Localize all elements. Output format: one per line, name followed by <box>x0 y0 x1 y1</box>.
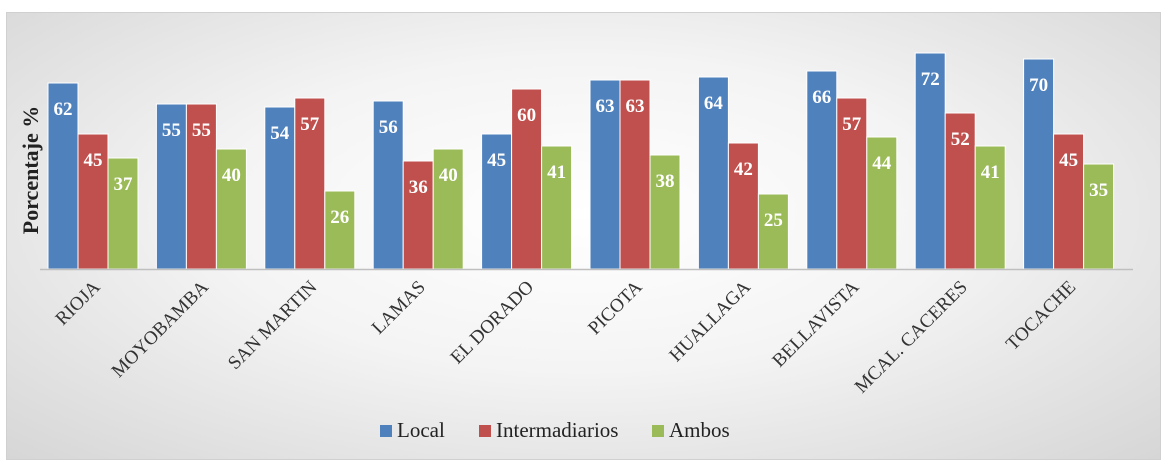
legend: Local Intermadiarios Ambos <box>380 418 730 442</box>
data-label: 41 <box>981 162 1000 183</box>
bar-local-huallaga <box>697 76 729 270</box>
legend-swatch-ambos <box>652 425 664 437</box>
data-label: 45 <box>84 150 103 171</box>
bar-ambos-bellavista <box>866 136 898 270</box>
bar-ambos-tocache <box>1083 163 1115 270</box>
bar-ambos-san-martin <box>324 190 356 270</box>
x-axis-labels: RIOJA MOYOBAMBA SAN MARTIN LAMAS EL DORADO PI… <box>52 276 1081 397</box>
bar-intermadiarios-el-dorado <box>511 88 543 270</box>
bar-local-san-martin <box>264 106 296 270</box>
bars-group: 62 45 37 55 55 40 54 57 26 56 36 40 45 60 41 63 63 38 64 42… <box>47 52 1115 270</box>
data-label: 45 <box>487 150 506 171</box>
data-label: 60 <box>517 105 536 126</box>
x-tick-label: HUALLAGA <box>665 276 755 366</box>
bar-local-picota <box>589 79 621 270</box>
bar-intermadiarios-rioja <box>77 133 109 270</box>
x-tick-label: PICOTA <box>584 276 646 338</box>
data-label: 55 <box>162 120 181 141</box>
legend-label-local: Local <box>397 418 445 442</box>
data-label: 36 <box>409 177 428 198</box>
data-label: 25 <box>764 210 783 231</box>
bar-local-tocache <box>1023 58 1055 270</box>
bar-intermadiarios-bellavista <box>836 97 868 270</box>
x-tick-label: TOCACHE <box>1002 277 1080 355</box>
x-tick-label: LAMAS <box>368 277 430 339</box>
legend-label-intermadiarios: Intermadiarios <box>496 418 618 442</box>
data-label: 57 <box>300 114 320 135</box>
legend-label-ambos: Ambos <box>669 418 730 442</box>
x-tick-label: MOYOBAMBA <box>108 276 213 381</box>
data-label: 35 <box>1089 180 1108 201</box>
data-label: 41 <box>547 162 566 183</box>
data-label: 37 <box>114 174 134 195</box>
data-label: 57 <box>842 114 862 135</box>
data-label: 52 <box>951 129 970 150</box>
x-tick-label: RIOJA <box>52 276 105 329</box>
data-label: 63 <box>596 96 615 117</box>
legend-swatch-intermadiarios <box>479 425 491 437</box>
bar-ambos-huallaga <box>757 193 789 270</box>
data-label: 45 <box>1059 150 1078 171</box>
data-label: 56 <box>379 117 398 138</box>
x-tick-label: SAN MARTIN <box>224 276 321 373</box>
data-label: 63 <box>626 96 645 117</box>
data-label: 40 <box>222 165 241 186</box>
bar-intermadiarios-tocache <box>1053 133 1085 270</box>
data-label: 26 <box>330 207 349 228</box>
bar-local-rioja <box>47 82 79 270</box>
data-label: 40 <box>439 165 458 186</box>
data-label: 54 <box>270 123 290 144</box>
bar-ambos-lamas <box>432 148 464 270</box>
bar-intermadiarios-moyobamba <box>185 103 217 270</box>
bar-intermadiarios-huallaga <box>727 142 759 270</box>
data-label: 38 <box>656 171 675 192</box>
data-label: 72 <box>921 69 940 90</box>
bar-local-bellavista <box>806 70 838 270</box>
bar-ambos-mcal-caceres <box>974 145 1006 270</box>
data-label: 66 <box>812 87 831 108</box>
legend-swatch-local <box>380 425 392 437</box>
y-axis-label: Porcentaje % <box>18 106 43 235</box>
data-label: 44 <box>872 153 892 174</box>
bar-ambos-picota <box>649 154 681 270</box>
x-tick-label: MCAL. CACERES <box>851 277 972 398</box>
x-tick-label: EL DORADO <box>447 277 539 369</box>
data-label: 62 <box>54 99 73 120</box>
bar-local-lamas <box>372 100 404 270</box>
data-label: 70 <box>1029 75 1048 96</box>
data-label: 55 <box>192 120 211 141</box>
x-tick-label: BELLAVISTA <box>768 276 863 371</box>
data-label: 64 <box>704 93 724 114</box>
data-label: 42 <box>734 159 753 180</box>
bar-ambos-rioja <box>107 157 139 270</box>
bar-intermadiarios-picota <box>619 79 651 270</box>
